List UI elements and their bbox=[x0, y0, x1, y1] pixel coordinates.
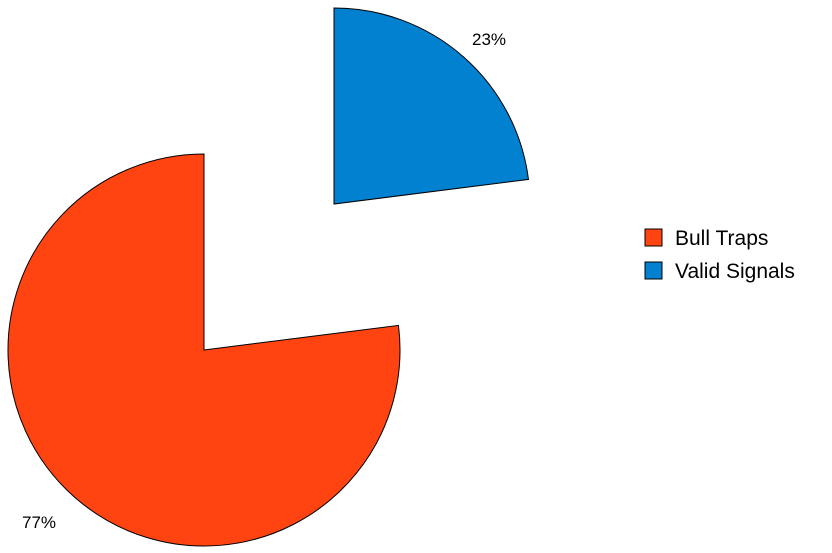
legend-label-valid-signals: Valid Signals bbox=[675, 260, 795, 283]
legend: Bull Traps Valid Signals bbox=[644, 227, 795, 283]
pie-slice-bull-traps bbox=[7, 153, 401, 547]
slice-label-valid-signals: 23% bbox=[472, 30, 506, 49]
pie-slices bbox=[7, 7, 530, 547]
legend-label-bull-traps: Bull Traps bbox=[675, 227, 768, 250]
legend-swatch-bull-traps bbox=[644, 228, 663, 247]
legend-swatch-valid-signals bbox=[644, 261, 663, 280]
pie-slice-valid-signals bbox=[333, 7, 530, 205]
pie-slice-labels: 23% 77% bbox=[22, 30, 506, 532]
slice-label-bull-traps: 77% bbox=[22, 513, 56, 532]
